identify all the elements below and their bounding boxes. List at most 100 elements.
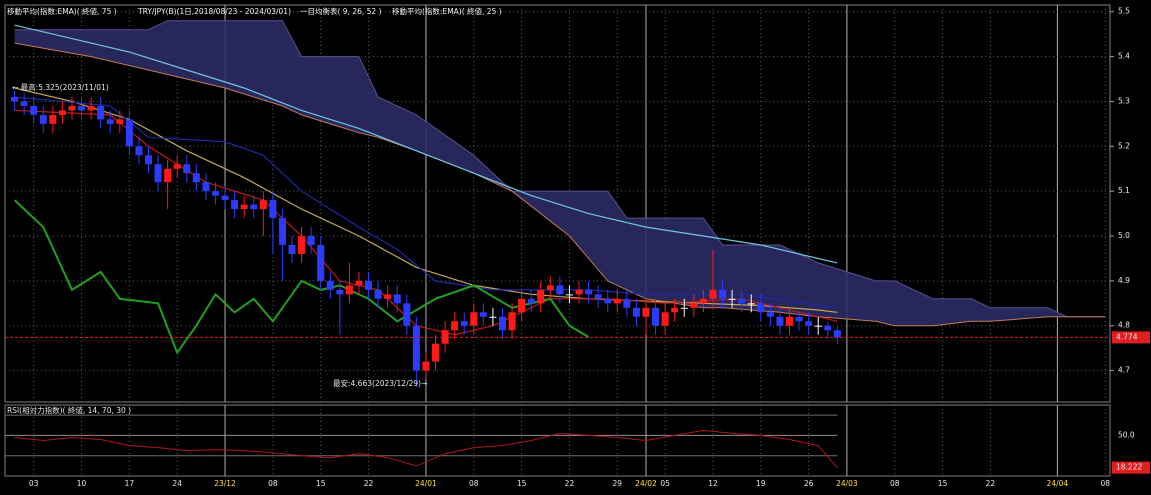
candle-body [824, 325, 832, 331]
candle-body [384, 294, 392, 299]
x-tick-label: 15 [316, 479, 326, 488]
candle-body [661, 312, 669, 326]
candle-body [164, 168, 172, 183]
candle-body [814, 325, 822, 327]
candle-body [106, 119, 114, 124]
rsi-title: RSI(相対力指数)( 終値, 14, 70, 30 ) [7, 405, 131, 415]
legend-item: 一目均衡表( 9, 26, 52 ) [300, 6, 382, 16]
candle-body [30, 105, 38, 115]
candle-body [613, 298, 621, 304]
candle-body [728, 298, 736, 300]
candle-body [192, 173, 200, 183]
y-tick-label: 5.1 [1118, 186, 1130, 195]
price-box [1112, 331, 1150, 344]
candle-body [747, 303, 755, 305]
rsi-line [14, 429, 838, 469]
candle-body [326, 280, 334, 290]
x-tick-label: 24 [172, 479, 182, 488]
rsi-value-label: 18.222 [1116, 463, 1142, 472]
candle-body [403, 303, 411, 326]
rsi-value-box [1112, 461, 1150, 474]
candle-body [125, 119, 133, 147]
candle-body [202, 182, 210, 192]
candle-body [135, 146, 143, 156]
legend-item: 移動平均(指数:EMA)( 終値, 75 ) [7, 6, 117, 16]
candle-body [451, 321, 459, 331]
candle-body [422, 361, 430, 371]
candle-body [709, 289, 717, 299]
candle-body [250, 204, 258, 210]
candle-body [738, 298, 746, 304]
candle-body [766, 312, 774, 317]
legend-item: 移動平均(指数:EMA)( 終値, 25 ) [392, 6, 502, 16]
candle-body [585, 289, 593, 295]
candle-body [719, 289, 727, 299]
candle-body [278, 218, 286, 245]
candle-body [298, 236, 306, 254]
candle-body [833, 330, 841, 338]
candle-body [604, 298, 612, 304]
candle-body [757, 303, 765, 313]
candle-body [460, 321, 468, 326]
candle-body [211, 191, 219, 196]
candle-body [39, 114, 47, 124]
y-tick-label: 5.2 [1118, 141, 1130, 150]
candle-body [470, 312, 478, 326]
price-label: 4.774 [1116, 332, 1138, 341]
candle-body [288, 244, 296, 254]
x-tick-label: 22 [986, 479, 996, 488]
high-annotation: ← 最高:5.325(2023/11/01) [12, 82, 109, 92]
x-tick-label: 08 [890, 479, 900, 488]
candle-body [11, 96, 19, 102]
candle-body [173, 164, 181, 169]
x-tick-label: 15 [938, 479, 948, 488]
candle-body [671, 307, 679, 313]
candle-body [690, 303, 698, 308]
span-a [14, 42, 1106, 327]
candle-body [58, 110, 66, 115]
candle-body [537, 289, 545, 304]
x-tick-label: 15 [517, 479, 527, 488]
candle-body [805, 321, 813, 326]
candle-body [632, 307, 640, 317]
candle-body [183, 164, 191, 174]
x-tick-label: 17 [125, 479, 135, 488]
candle-body [345, 285, 353, 295]
low-annotation: 最安:4.663(2023/12/29)→ [333, 378, 427, 388]
candle-body [594, 294, 602, 299]
candle-body [565, 294, 573, 296]
candle-body [432, 343, 440, 362]
candle-body [508, 312, 516, 331]
x-tick-label: 22 [364, 479, 374, 488]
candle-body [699, 298, 707, 304]
y-tick-label: 4.9 [1118, 276, 1130, 285]
span-b [14, 20, 1106, 318]
candle-body [269, 200, 277, 219]
candle-body [546, 285, 554, 290]
candle-body [374, 289, 382, 299]
candle-body [145, 155, 153, 165]
x-tick-label: 24/01 [415, 479, 437, 488]
candle-body [307, 236, 315, 245]
candle-body [87, 105, 95, 111]
candle-body [78, 105, 86, 111]
indicator-line [13, 199, 590, 355]
x-tick-label: 05 [660, 479, 670, 488]
x-tick-label: 12 [708, 479, 718, 488]
x-tick-label: 24/02 [635, 479, 657, 488]
y-tick-label: 4.8 [1118, 321, 1130, 330]
x-tick-label: 10 [77, 479, 87, 488]
candle-body [259, 200, 267, 210]
y-tick-label: 5.0 [1118, 231, 1130, 240]
candle-body [116, 119, 124, 124]
x-tick-label: 08 [1100, 479, 1110, 488]
candle-body [527, 298, 535, 304]
x-tick-label: 22 [565, 479, 575, 488]
candle-body [355, 280, 363, 286]
candle-body [479, 312, 487, 317]
candle-body [518, 298, 526, 313]
candle-body [231, 200, 239, 210]
candle-body [642, 307, 650, 317]
candle-body [498, 316, 506, 331]
